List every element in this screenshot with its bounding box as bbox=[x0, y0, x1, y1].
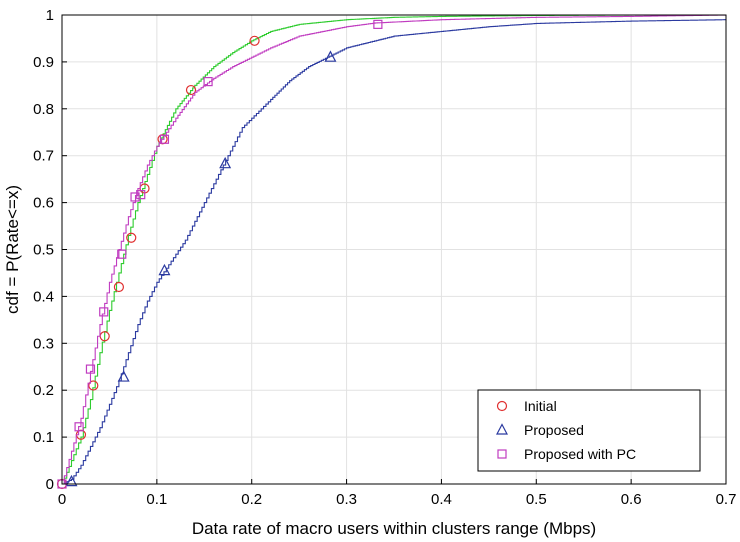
tick-labels: 0 0.1 0.2 0.3 0.4 0.5 0.6 0.7 0 0.1 0.2 0.3 0.4 0.5 0.… bbox=[33, 7, 736, 508]
data-point-marker bbox=[113, 281, 125, 293]
y-tick-label: 0.2 bbox=[33, 382, 54, 399]
legend-item: Proposed with PC bbox=[497, 446, 636, 462]
legend-marker bbox=[497, 449, 507, 459]
data-point-marker bbox=[185, 84, 197, 96]
data-point-marker bbox=[88, 380, 99, 391]
grid bbox=[61, 14, 727, 485]
legend-label: Proposed with PC bbox=[524, 446, 636, 462]
series-line bbox=[62, 19, 727, 485]
data-point-marker bbox=[117, 249, 127, 259]
data-point-marker bbox=[99, 307, 109, 317]
y-tick-label: 0 bbox=[46, 476, 54, 493]
data-point-marker bbox=[117, 370, 130, 382]
y-tick-label: 0.9 bbox=[33, 54, 54, 71]
legend: Initial Proposed Proposed with PC bbox=[477, 389, 701, 472]
y-tick-label: 1 bbox=[46, 7, 54, 24]
series-line bbox=[62, 14, 727, 485]
legend-marker bbox=[496, 400, 508, 412]
data-point-marker bbox=[249, 35, 260, 46]
legend-label: Initial bbox=[524, 398, 557, 414]
data-point-marker bbox=[159, 134, 170, 144]
data-point-marker bbox=[85, 364, 96, 374]
data-point-marker bbox=[203, 76, 213, 87]
x-tick-label: 0.7 bbox=[716, 491, 737, 508]
series-proposed bbox=[62, 19, 727, 487]
data-point-marker bbox=[74, 422, 84, 432]
y-tick-label: 0.5 bbox=[33, 242, 54, 259]
x-tick-label: 0 bbox=[58, 491, 66, 508]
x-tick-label: 0.2 bbox=[241, 491, 262, 508]
x-tick-label: 0.1 bbox=[146, 491, 167, 508]
data-point-marker bbox=[136, 190, 146, 200]
y-tick-label: 0.7 bbox=[33, 148, 54, 165]
x-tick-label: 0.6 bbox=[621, 491, 642, 508]
x-tick-label: 0.5 bbox=[526, 491, 547, 508]
y-tick-label: 0.4 bbox=[33, 288, 54, 305]
legend-item: Initial bbox=[496, 398, 557, 414]
legend-label: Proposed bbox=[524, 422, 584, 438]
data-point-marker bbox=[65, 474, 78, 487]
y-tick-label: 0.3 bbox=[33, 335, 54, 352]
data-point-marker bbox=[324, 50, 337, 62]
series-layer bbox=[56, 14, 727, 490]
legend-box bbox=[477, 389, 701, 472]
data-point-marker bbox=[130, 192, 140, 202]
x-tick-label: 0.3 bbox=[336, 491, 357, 508]
y-tick-label: 0.8 bbox=[33, 101, 54, 118]
data-point-marker bbox=[219, 156, 232, 169]
x-tick-label: 0.4 bbox=[431, 491, 452, 508]
data-point-marker bbox=[158, 263, 171, 276]
y-axis-label: cdf = P(Rate<=x) bbox=[3, 185, 22, 314]
x-axis-label: Data rate of macro users within clusters… bbox=[192, 519, 596, 538]
y-tick-label: 0.6 bbox=[33, 195, 54, 212]
legend-item: Proposed bbox=[496, 422, 584, 438]
legend-marker bbox=[496, 423, 508, 435]
y-tick-label: 0.1 bbox=[33, 429, 54, 446]
data-point-marker bbox=[126, 232, 137, 243]
data-point-marker bbox=[373, 19, 383, 29]
